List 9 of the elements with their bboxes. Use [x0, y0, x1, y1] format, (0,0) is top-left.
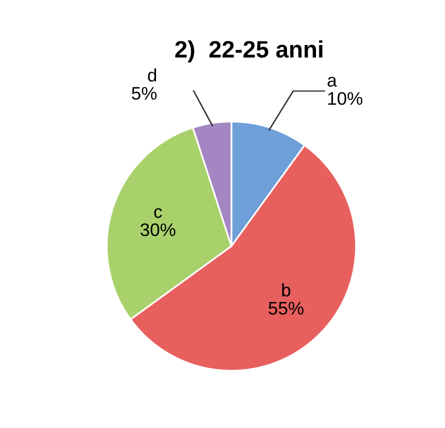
slice-label: a — [328, 76, 337, 87]
data-label: 5% — [132, 87, 157, 100]
slice-label: b — [282, 283, 290, 296]
data-label: 30% — [140, 223, 176, 236]
chart-title: 2) 22-25 anni — [175, 40, 322, 62]
slice-label: d — [148, 68, 156, 82]
slice-label: c — [154, 208, 162, 218]
data-label: 55% — [268, 302, 304, 315]
data-label: 10% — [328, 92, 362, 105]
